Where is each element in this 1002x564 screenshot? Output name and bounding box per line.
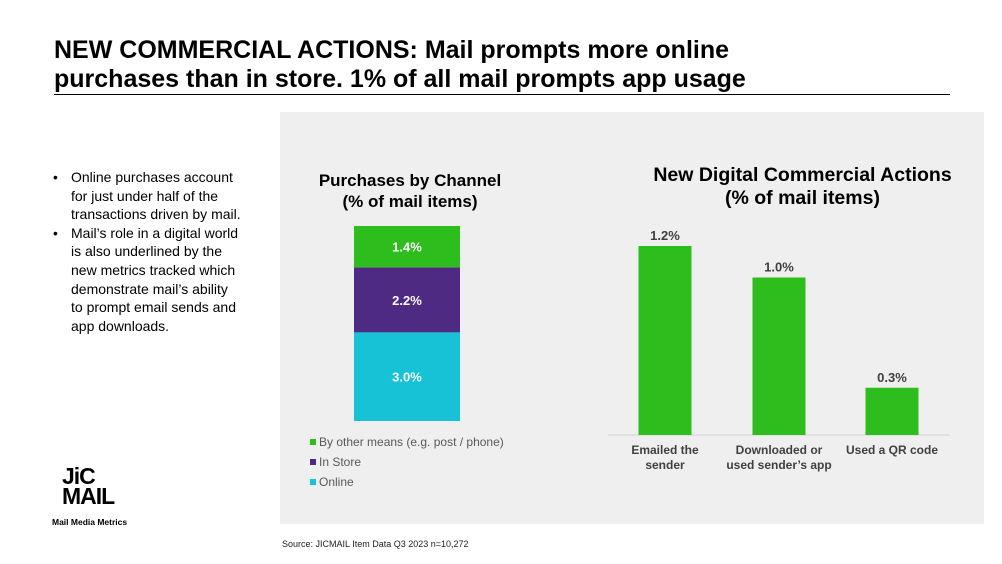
legend-item: By other means (e.g. post / phone): [310, 434, 504, 454]
digital-actions-chart-title-line-1: New Digital Commercial Actions: [653, 164, 952, 186]
bar-value-label: 1.2%: [650, 228, 680, 243]
segment-value-label: 2.2%: [392, 293, 422, 308]
category-tick-label: Used a QR code: [846, 443, 938, 457]
category-tick-label: sender: [645, 458, 685, 472]
category-tick-label: Downloaded or: [736, 443, 823, 457]
legend-label: In Store: [319, 455, 362, 469]
slide-title-line-2: purchases than in store. 1% of all mail …: [54, 65, 746, 93]
bullet-item: Online purchases account for just under …: [52, 168, 242, 224]
purchases-chart-title-line-1: Purchases by Channel: [318, 171, 502, 190]
legend-swatch: [310, 479, 316, 485]
segment-value-label: 3.0%: [392, 370, 422, 385]
stacked-segment-1: [354, 267, 460, 333]
bullet-item: Mail’s role in a digital world is also u…: [52, 224, 242, 336]
slide-title-line-1: NEW COMMERCIAL ACTIONS: Mail prompts mor…: [54, 36, 730, 64]
stacked-segment-2: [354, 226, 460, 268]
source-note: Source: JICMAIL Item Data Q3 2023 n=10,2…: [282, 539, 469, 549]
legend-item: In Store: [310, 454, 504, 474]
digital-actions-chart-title: New Digital Commercial Actions (% of mai…: [630, 164, 975, 210]
logo-tagline: Mail Media Metrics: [52, 517, 128, 527]
column-bar-2: [865, 387, 919, 435]
purchases-chart-title: Purchases by Channel (% of mail items): [290, 170, 530, 212]
logo-wordmark-line-1: JiC: [62, 463, 96, 489]
segment-value-label: 1.4%: [392, 240, 422, 255]
slide-title: NEW COMMERCIAL ACTIONS: Mail prompts mor…: [54, 36, 954, 94]
column-bar-1: [752, 277, 806, 435]
purchases-chart-legend: By other means (e.g. post / phone) In Sto…: [310, 434, 504, 494]
legend-label: By other means (e.g. post / phone): [319, 435, 504, 449]
legend-swatch: [310, 439, 316, 445]
title-underline: [54, 94, 950, 95]
bullet-list: Online purchases account for just under …: [52, 168, 242, 335]
category-tick-label: Emailed the: [631, 443, 699, 457]
category-tick-label: used sender’s app: [726, 458, 831, 472]
legend-item: Online: [310, 474, 504, 494]
purchases-chart-title-line-2: (% of mail items): [342, 192, 478, 211]
logo-wordmark: JiC MAIL: [62, 463, 115, 509]
stacked-segment-0: [354, 332, 460, 421]
logo-wordmark-line-2: MAIL: [62, 483, 115, 509]
legend-swatch: [310, 459, 316, 465]
bar-value-label: 1.0%: [764, 260, 794, 275]
legend-label: Online: [319, 475, 354, 489]
bar-value-label: 0.3%: [877, 370, 907, 385]
column-bar-0: [638, 246, 692, 435]
jicmail-logo: JiC MAIL Mail Media Metrics: [52, 463, 152, 528]
digital-actions-chart-title-line-2: (% of mail items): [725, 187, 880, 209]
